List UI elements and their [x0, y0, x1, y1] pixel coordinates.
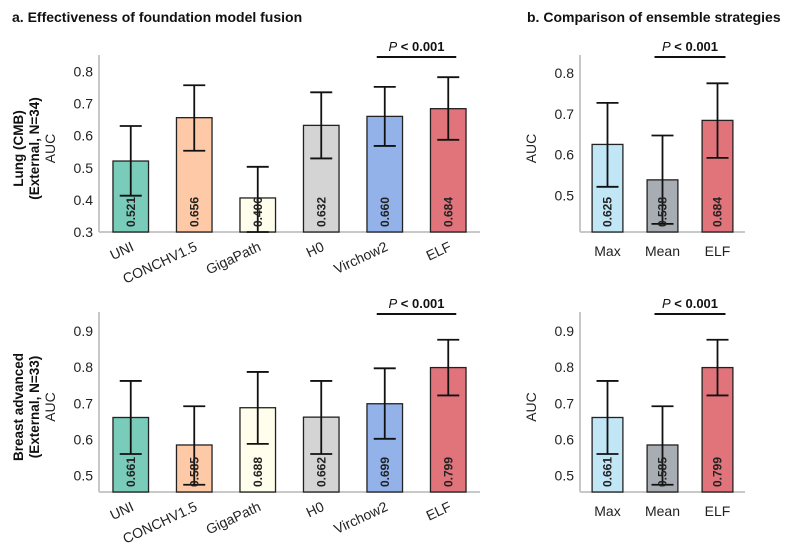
value-label: 0.406	[251, 197, 265, 227]
x-tick-label: Max	[594, 503, 620, 519]
y-tick-label: 0.8	[555, 65, 575, 81]
y-tick-label: 0.3	[74, 224, 94, 240]
y-tick-label: 0.9	[555, 323, 575, 339]
x-tick-label: ELF	[423, 498, 453, 523]
y-tick-label: 0.8	[74, 359, 94, 375]
x-tick-label: Mean	[645, 503, 680, 519]
value-label: 0.632	[314, 197, 328, 227]
p-value-label: P < 0.001	[388, 39, 444, 54]
y-tick-label: 0.6	[555, 147, 575, 163]
x-tick-label: UNI	[107, 238, 136, 263]
x-tick-label: Virchow2	[331, 498, 390, 537]
value-label: 0.656	[187, 197, 201, 227]
p-threshold: < 0.001	[397, 296, 444, 311]
row-label: Lung (CMB)(External, N=34)	[11, 97, 42, 199]
y-tick-label: 0.8	[74, 63, 94, 79]
y-tick-label: 0.7	[555, 106, 575, 122]
value-label: 0.688	[251, 457, 265, 487]
chart-b-breast: 0.5 0.6 0.7 0.8 0.9 AUC 0.661 Max 0.585 Mean 0.799…	[523, 296, 745, 519]
x-tick-label: GigaPath	[203, 238, 263, 277]
row-label-line: (External, N=34)	[27, 97, 42, 199]
y-tick-label: 0.5	[74, 468, 94, 484]
y-tick-label: 0.6	[74, 432, 94, 448]
row-label-line: Lung (CMB)	[11, 110, 26, 186]
p-threshold: < 0.001	[397, 39, 444, 54]
value-label: 0.699	[378, 457, 392, 487]
y-axis-label: AUC	[523, 392, 539, 422]
y-axis-label: AUC	[42, 392, 58, 422]
x-tick-label: ELF	[705, 503, 731, 519]
y-tick-label: 0.7	[74, 96, 94, 112]
x-tick-label: GigaPath	[203, 498, 263, 537]
x-tick-label: Max	[594, 243, 620, 259]
value-label: 0.585	[656, 457, 670, 487]
value-label: 0.625	[601, 197, 615, 227]
y-axis-label: AUC	[42, 134, 58, 164]
x-tick-label: Virchow2	[331, 238, 390, 277]
row-label-line: (External, N=33)	[27, 356, 42, 458]
y-tick-label: 0.7	[555, 395, 575, 411]
value-label: 0.799	[711, 457, 725, 487]
y-tick-label: 0.9	[74, 323, 94, 339]
value-label: 0.521	[124, 197, 138, 227]
value-label: 0.684	[441, 197, 455, 227]
y-tick-label: 0.5	[555, 187, 575, 203]
value-label: 0.660	[378, 197, 392, 227]
y-tick-label: 0.4	[74, 192, 94, 208]
chart-b-lung: 0.5 0.6 0.7 0.8 AUC 0.625 Max 0.538 Mean 0.684 ELF…	[523, 39, 745, 259]
value-label: 0.662	[314, 457, 328, 487]
value-label: 0.585	[187, 457, 201, 487]
y-tick-label: 0.6	[74, 128, 94, 144]
p-threshold: < 0.001	[671, 296, 718, 311]
p-symbol: P	[662, 296, 671, 311]
y-tick-label: 0.6	[555, 432, 575, 448]
value-label: 0.684	[711, 197, 725, 227]
x-tick-label: UNI	[107, 498, 136, 523]
x-tick-label: H0	[304, 498, 327, 520]
p-value-label: P < 0.001	[662, 39, 718, 54]
x-tick-label: ELF	[705, 243, 731, 259]
panel-b-title: b. Comparison of ensemble strategies	[527, 9, 781, 25]
panel-a-title: a. Effectiveness of foundation model fus…	[12, 9, 303, 25]
y-tick-label: 0.5	[555, 468, 575, 484]
y-tick-label: 0.5	[74, 160, 94, 176]
value-label: 0.661	[601, 457, 615, 487]
value-label: 0.538	[656, 197, 670, 227]
p-symbol: P	[388, 296, 397, 311]
x-tick-label: ELF	[423, 238, 453, 263]
p-symbol: P	[388, 39, 397, 54]
value-label: 0.799	[441, 457, 455, 487]
p-threshold: < 0.001	[671, 39, 718, 54]
y-tick-label: 0.7	[74, 395, 94, 411]
y-axis-label: AUC	[523, 134, 539, 164]
y-tick-label: 0.8	[555, 359, 575, 375]
x-tick-label: H0	[304, 238, 327, 260]
row-label-line: Breast advanced	[11, 353, 26, 461]
p-symbol: P	[662, 39, 671, 54]
p-value-label: P < 0.001	[388, 296, 444, 311]
x-tick-label: Mean	[645, 243, 680, 259]
row-label: Breast advanced(External, N=33)	[11, 353, 42, 461]
value-label: 0.661	[124, 457, 138, 487]
p-value-label: P < 0.001	[662, 296, 718, 311]
